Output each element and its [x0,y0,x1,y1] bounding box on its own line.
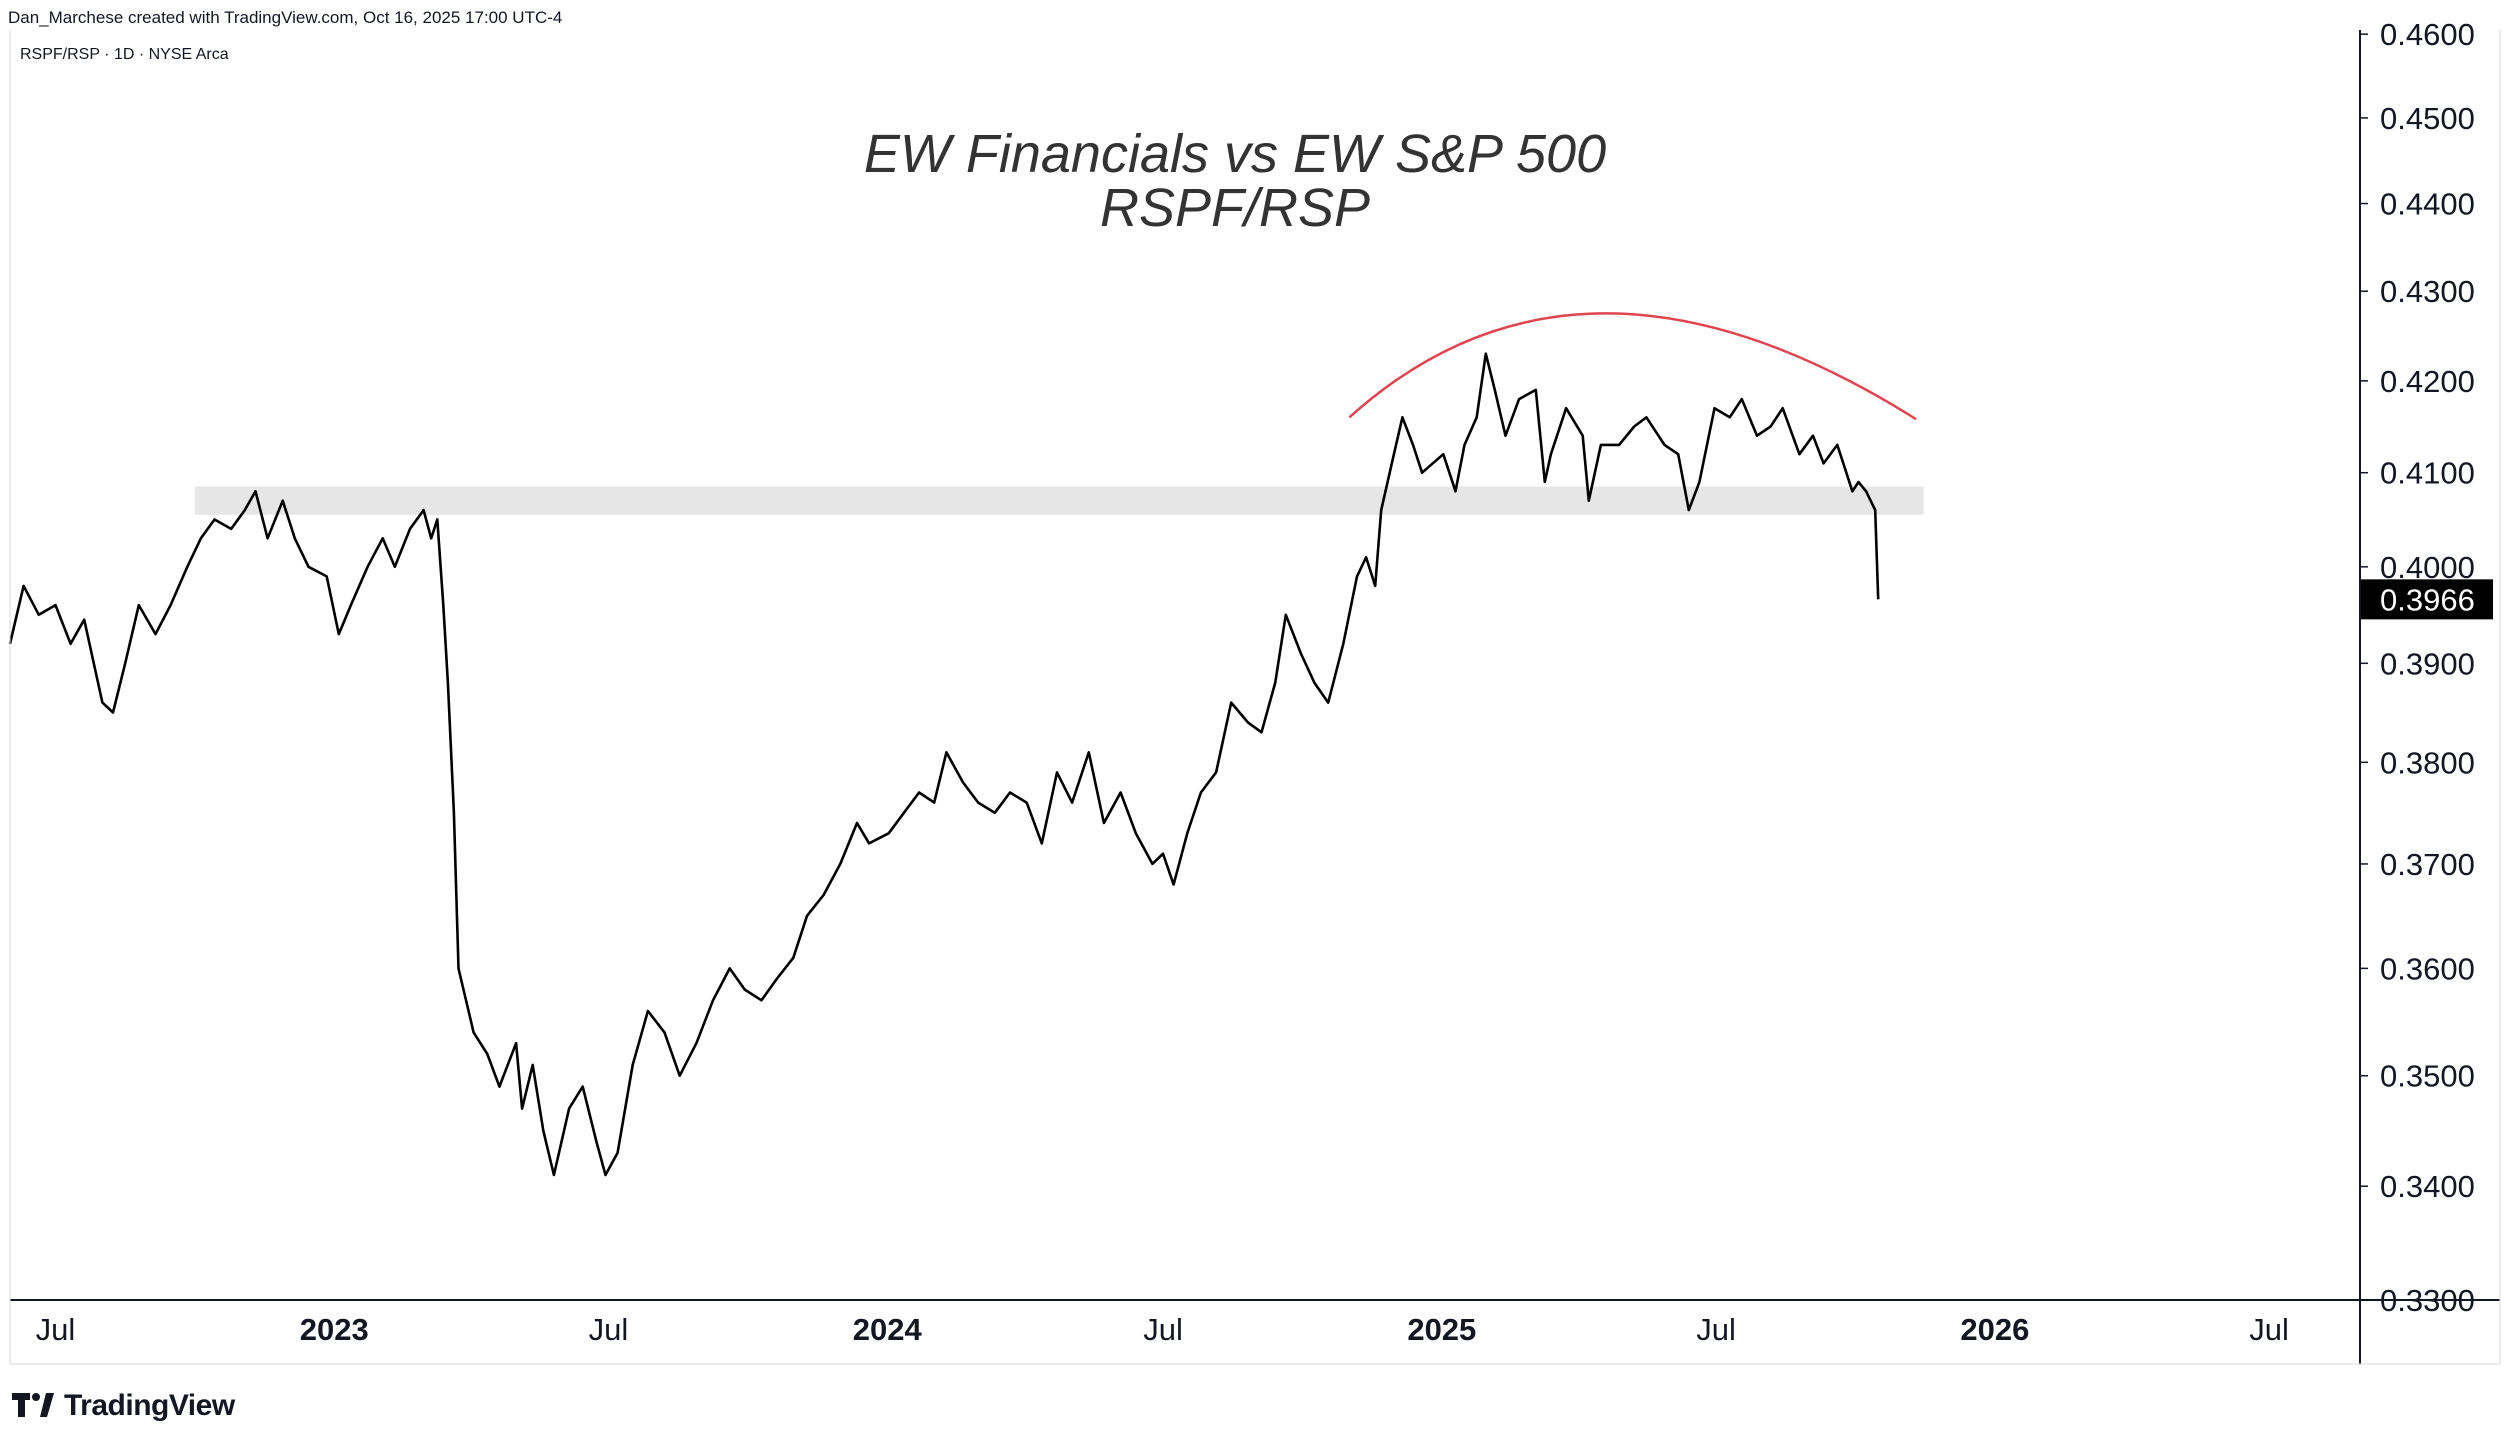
tradingview-logo-text: TradingView [64,1389,235,1422]
time-axis[interactable]: Jul 2023 Jul 2024 Jul 2025 Jul 2026 Jul [36,1312,2289,1347]
series-layer [8,352,1880,1177]
last-price-label: 0.3966 [2380,582,2475,617]
resistance-band-rect [194,486,1924,515]
y-tick-label: 0.4500 [2380,101,2475,136]
y-tick-label: 0.3500 [2380,1059,2475,1094]
y-tick-label: 0.3900 [2380,646,2475,681]
y-tick-label: 0.3800 [2380,745,2475,780]
x-tick-label: 2025 [1407,1312,1476,1347]
x-tick-label: Jul [1143,1312,1183,1347]
series-line-0 [8,352,1880,1177]
rounding-top-arc-path [1348,312,1917,421]
y-tick-label: 0.4000 [2380,550,2475,585]
x-tick-label: Jul [36,1312,76,1347]
y-tick-label: 0.3700 [2380,847,2475,882]
y-tick-label: 0.4100 [2380,456,2475,491]
x-tick-label: 2023 [300,1312,369,1347]
resistance-band [194,486,1924,515]
y-tick-label: 0.3400 [2380,1169,2475,1204]
y-tick-label: 0.4200 [2380,364,2475,399]
x-tick-label: Jul [589,1312,629,1347]
x-tick-label: Jul [1696,1312,1736,1347]
tradingview-logo-icon [12,1393,54,1417]
last-price-badge: 0.3966 [2361,579,2493,620]
chart-subtitle: RSPF/RSP [1100,178,1370,238]
chart-title: EW Financials vs EW S&P 500 [864,124,1606,184]
y-tick-label: 0.4300 [2380,274,2475,309]
last-price-badge-bg [2361,579,2493,620]
symbol-info: RSPF/RSP · 1D · NYSE Arca [20,46,229,63]
y-tick-label: 0.3300 [2380,1283,2475,1318]
y-tick-label: 0.3600 [2380,951,2475,986]
price-axis[interactable]: 0.4600 0.4500 0.4400 0.4300 0.4200 0.4100 0.40… [2360,17,2475,1318]
x-tick-label: 2026 [1960,1312,2029,1347]
y-tick-label: 0.4600 [2380,17,2475,52]
rounding-top-arc [1348,312,1917,421]
header-credit: Dan_Marchese created with TradingView.co… [8,8,563,27]
x-tick-label: 2024 [853,1312,923,1347]
x-tick-label: Jul [2249,1312,2289,1347]
tradingview-logo[interactable]: TradingView [12,1386,235,1426]
y-tick-label: 0.4400 [2380,187,2475,222]
